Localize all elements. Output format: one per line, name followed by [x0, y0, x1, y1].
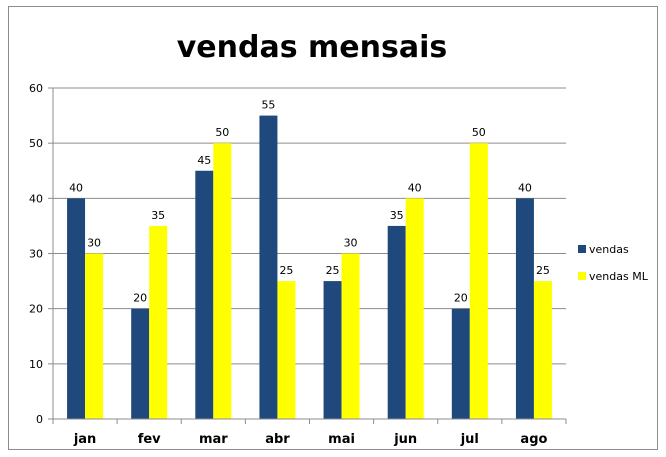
data-label: 25 [536, 264, 550, 277]
y-tick-label: 40 [29, 192, 43, 205]
bar-vendas-ml-abr [277, 281, 296, 419]
bar-vendas-ml-jul [469, 143, 488, 419]
bar-vendas-jun [387, 225, 406, 419]
data-label: 30 [344, 237, 358, 250]
y-tick-label: 60 [29, 82, 43, 95]
data-label: 25 [326, 264, 340, 277]
gridlines [53, 87, 566, 365]
legend-swatch-vendas-ml [578, 272, 586, 280]
bar-vendas-fev [131, 308, 150, 419]
legend-label-vendas-ml: vendas ML [589, 269, 648, 283]
data-label: 20 [133, 292, 147, 305]
data-label: 35 [390, 209, 404, 222]
y-tick-label: 0 [36, 413, 43, 426]
bar-vendas-abr [259, 115, 278, 419]
bar-vendas-ml-mar [213, 143, 232, 419]
bar-vendas-ml-ago [533, 281, 552, 419]
data-label: 20 [454, 292, 468, 305]
data-label: 45 [197, 154, 211, 167]
x-tick-label: jul [460, 432, 479, 447]
y-tick-label: 10 [29, 358, 43, 371]
bar-vendas-ml-mai [341, 253, 360, 419]
data-label: 40 [69, 181, 83, 194]
y-tick-label: 50 [29, 137, 43, 150]
bars [67, 115, 552, 419]
legend-item-vendas: vendas [578, 240, 648, 258]
bar-vendas-jul [451, 308, 470, 419]
data-label: 55 [261, 99, 275, 112]
axes [48, 87, 567, 424]
x-tick-label: abr [265, 432, 290, 447]
legend: vendas vendas ML [578, 240, 648, 294]
data-label: 25 [279, 264, 293, 277]
data-label: 50 [215, 126, 229, 139]
x-tick-label: jan [73, 432, 96, 447]
x-tick-label: mai [328, 432, 355, 447]
chart-title: vendas mensais [176, 30, 448, 65]
bar-vendas-ml-fev [149, 225, 168, 419]
data-label: 40 [518, 181, 532, 194]
y-tick-label: 30 [29, 248, 43, 261]
bar-vendas-mar [195, 170, 214, 419]
x-tick-label: mar [199, 432, 228, 447]
x-tick-label: fev [138, 432, 161, 447]
data-label: 50 [472, 126, 486, 139]
bar-vendas-ago [515, 198, 534, 419]
labels: 0 10 20 30 40 50 60 40 30 jan 20 35 fev 45 50 mar 55 25 ab… [29, 82, 550, 447]
data-label: 40 [408, 181, 422, 194]
bar-vendas-mai [323, 281, 342, 419]
bar-vendas-jan [67, 198, 86, 419]
data-label: 30 [87, 237, 101, 250]
x-tick-label: jun [393, 432, 417, 447]
x-tick-label: ago [520, 432, 547, 447]
legend-item-vendas-ml: vendas ML [578, 267, 648, 285]
legend-label-vendas: vendas [589, 242, 629, 256]
bar-vendas-ml-jun [405, 198, 424, 419]
bar-vendas-ml-jan [85, 253, 104, 419]
y-tick-label: 20 [29, 303, 43, 316]
data-label: 35 [151, 209, 165, 222]
legend-swatch-vendas [578, 245, 586, 253]
